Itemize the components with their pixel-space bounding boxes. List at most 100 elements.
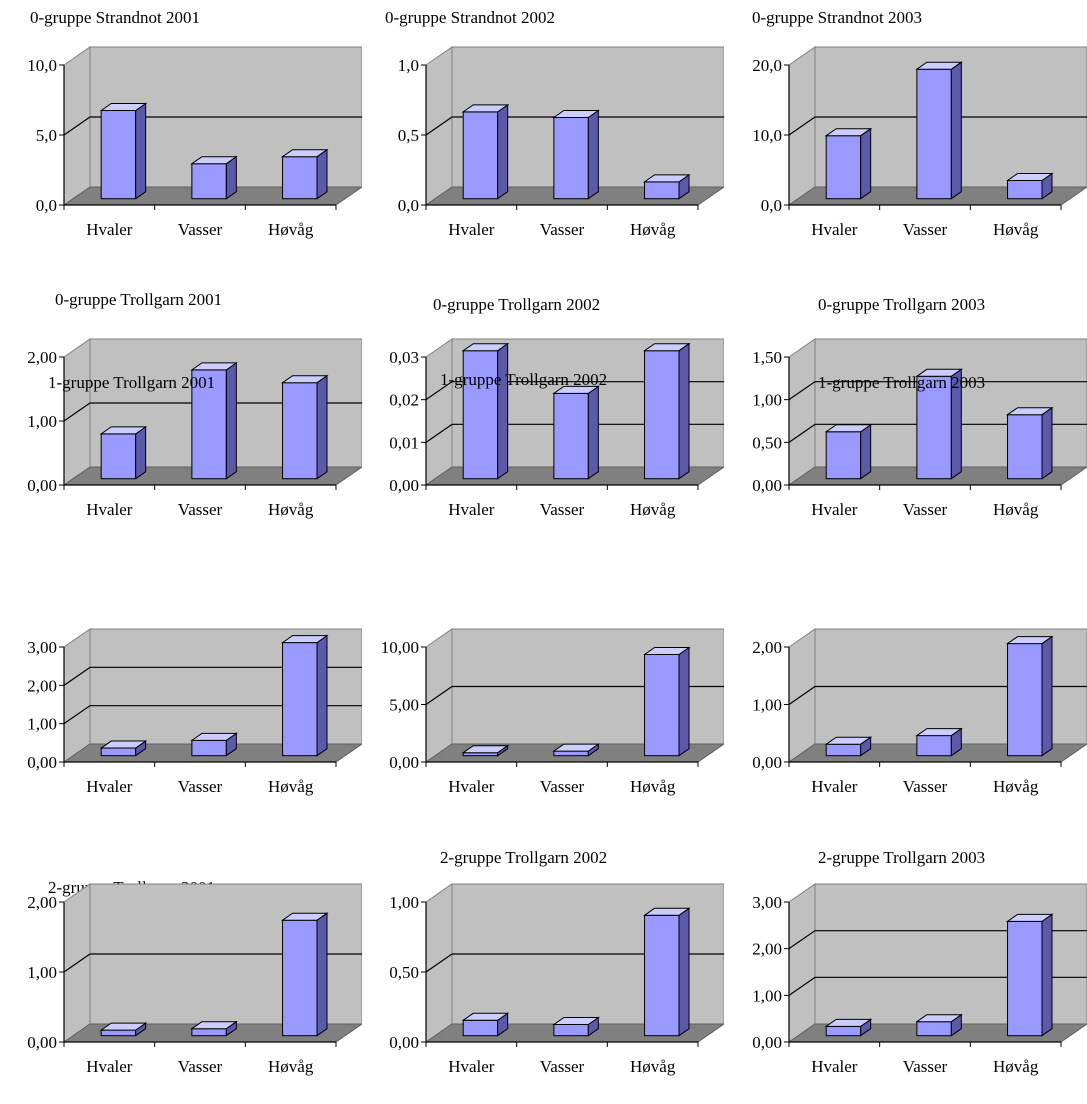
- y-tick-label: 0,00: [752, 476, 782, 495]
- x-tick-label: Vasser: [178, 220, 223, 239]
- side-wall: [788, 338, 816, 486]
- y-tick-label: 0,00: [389, 476, 419, 495]
- x-tick-label: Høvåg: [993, 777, 1039, 796]
- bar-hvaler: [824, 423, 873, 480]
- x-tick-label: Vasser: [540, 1057, 585, 1076]
- bar-hvaler: [824, 1018, 873, 1037]
- x-tick-label: Hvaler: [811, 1057, 858, 1076]
- side-wall: [788, 883, 816, 1043]
- chart-8: 1-gruppe Trollgarn 2002 0,00 5,00 10,00 Hval…: [362, 370, 724, 828]
- chart-2: 0-gruppe Strandnot 2002 0,0 0,5 1,0 Hvaler Va…: [362, 0, 724, 276]
- chart-svg: 0,0 5,0 10,0 Hvaler Vasser Høvåg: [27, 46, 362, 239]
- x-tick-label: Høvåg: [993, 1057, 1039, 1076]
- x-tick-label: Høvåg: [630, 220, 676, 239]
- chart-title: 1-gruppe Trollgarn 2003: [818, 373, 986, 392]
- chart-svg: 0,00 5,00 10,00 Hvaler Vasser Høvåg: [381, 628, 724, 796]
- gridline: [425, 423, 724, 443]
- bar-høvåg: [1005, 406, 1054, 480]
- bar-hvaler: [99, 425, 148, 480]
- gridline: [788, 381, 1087, 401]
- bar-høvåg: [280, 374, 329, 480]
- bar-hvaler: [99, 102, 148, 200]
- y-tick-label: 0,00: [27, 1033, 57, 1052]
- chart-6: 0-gruppe Trollgarn 2003 0,00 0,50 1,00 1,50 H…: [725, 276, 1087, 552]
- y-tick-label: 0,0: [36, 196, 57, 215]
- x-tick-label: Vasser: [903, 500, 948, 519]
- chart-4: 0-gruppe Trollgarn 2001 0,00 1,00 2,00 Hvale…: [0, 276, 362, 552]
- bar-høvåg: [280, 912, 329, 1037]
- bar-høvåg: [280, 148, 329, 200]
- gridline: [63, 953, 362, 973]
- bar-vasser: [552, 743, 600, 757]
- bar-vasser: [190, 361, 238, 480]
- gridline: [63, 705, 362, 725]
- bar-hvaler: [99, 1022, 148, 1037]
- y-tick-label: 5,0: [36, 126, 57, 145]
- gridline: [788, 423, 1087, 443]
- bar-vasser: [552, 1016, 600, 1037]
- chart-title: 0-gruppe Trollgarn 2002: [433, 295, 601, 314]
- x-tick-label: Hvaler: [811, 220, 858, 239]
- x-tick-label: Høvåg: [268, 500, 314, 519]
- chart-1: 0-gruppe Strandnot 2001 0,0 5,0 10,0 Hvaler V…: [0, 0, 362, 276]
- y-tick-label: 2,00: [752, 638, 782, 657]
- bar-hvaler: [461, 1012, 510, 1037]
- bar-hvaler: [461, 103, 510, 200]
- y-tick-label: 1,00: [389, 893, 419, 912]
- x-tick-label: Hvaler: [448, 777, 495, 796]
- chart-title: 1-gruppe Trollgarn 2001: [48, 373, 216, 392]
- chart-svg: 0,00 1,00 2,00 3,00 Hvaler Vasser Høvåg: [27, 628, 362, 796]
- y-tick-label: 1,00: [27, 715, 57, 734]
- x-tick-label: Vasser: [903, 777, 948, 796]
- chart-svg: 0,00 1,00 2,00 Hvaler Vasser Høvåg: [752, 628, 1087, 796]
- bar-hvaler: [461, 342, 510, 480]
- x-tick-label: Hvaler: [448, 220, 495, 239]
- bar-høvåg: [642, 646, 691, 757]
- y-tick-label: 0,02: [389, 391, 419, 410]
- chart-title: 0-gruppe Trollgarn 2001: [55, 290, 223, 309]
- x-tick-label: Høvåg: [630, 1057, 676, 1076]
- y-tick-label: 1,00: [27, 963, 57, 982]
- chart-svg: 0,00 0,50 1,00 Hvaler Vasser Høvåg: [389, 883, 724, 1076]
- y-tick-label: 0,00: [27, 753, 57, 772]
- bar-vasser: [552, 109, 600, 200]
- gridline: [788, 116, 1087, 136]
- bar-vasser: [190, 155, 238, 200]
- chart-3: 0-gruppe Strandnot 2003 0,0 10,0 20,0 Hvaler…: [725, 0, 1087, 276]
- bar-vasser: [915, 61, 963, 200]
- y-tick-label: 2,00: [752, 940, 782, 959]
- bar-vasser: [915, 727, 963, 757]
- chart-svg: 0,00 1,00 2,00 3,00 Hvaler Vasser Høvåg: [752, 883, 1087, 1076]
- y-tick-label: 0,00: [389, 753, 419, 772]
- y-tick-label: 0,00: [27, 476, 57, 495]
- x-tick-label: Vasser: [903, 220, 948, 239]
- x-tick-label: Hvaler: [86, 1057, 133, 1076]
- y-tick-label: 1,00: [752, 986, 782, 1005]
- bar-hvaler: [99, 740, 148, 757]
- gridline: [425, 381, 724, 401]
- gridline: [63, 666, 362, 686]
- x-tick-label: Hvaler: [811, 500, 858, 519]
- chart-7: 1-gruppe Trollgarn 2001 0,00 1,00 2,00 3,00 H…: [0, 373, 362, 828]
- y-tick-label: 0,50: [752, 433, 782, 452]
- bar-høvåg: [280, 634, 329, 757]
- gridline: [788, 685, 1087, 705]
- chart-svg: 0,0 10,0 20,0 Hvaler Vasser Høvåg: [752, 46, 1087, 239]
- x-tick-label: Hvaler: [86, 220, 133, 239]
- y-tick-label: 1,50: [752, 348, 782, 367]
- y-tick-label: 2,00: [27, 676, 57, 695]
- side-wall: [63, 628, 91, 763]
- bar-vasser: [915, 1013, 963, 1037]
- chart-svg: 0,00 0,50 1,00 1,50 Hvaler Vasser Høvåg: [752, 338, 1087, 519]
- gridline: [63, 402, 362, 422]
- chart-svg: 0,0 0,5 1,0 Hvaler Vasser Høvåg: [398, 46, 724, 239]
- x-tick-label: Hvaler: [811, 777, 858, 796]
- x-tick-label: Vasser: [540, 220, 585, 239]
- y-tick-label: 10,0: [752, 126, 782, 145]
- y-tick-label: 0,01: [389, 433, 419, 452]
- y-tick-label: 3,00: [752, 893, 782, 912]
- y-tick-label: 0,00: [389, 1033, 419, 1052]
- chart-11: 2-gruppe Trollgarn 2002 0,00 0,50 1,00 Hvale…: [362, 828, 724, 1104]
- x-tick-label: Høvåg: [993, 500, 1039, 519]
- chart-title: 0-gruppe Strandnot 2001: [30, 8, 200, 27]
